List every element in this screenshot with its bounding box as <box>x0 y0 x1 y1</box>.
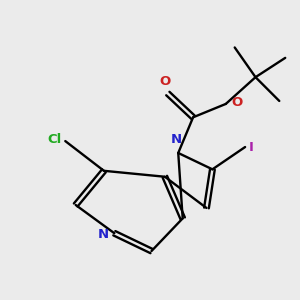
Text: O: O <box>160 75 171 88</box>
Text: N: N <box>171 134 182 146</box>
Text: O: O <box>231 96 242 109</box>
Text: Cl: Cl <box>47 133 62 146</box>
Text: N: N <box>97 228 108 241</box>
Text: I: I <box>249 140 254 154</box>
